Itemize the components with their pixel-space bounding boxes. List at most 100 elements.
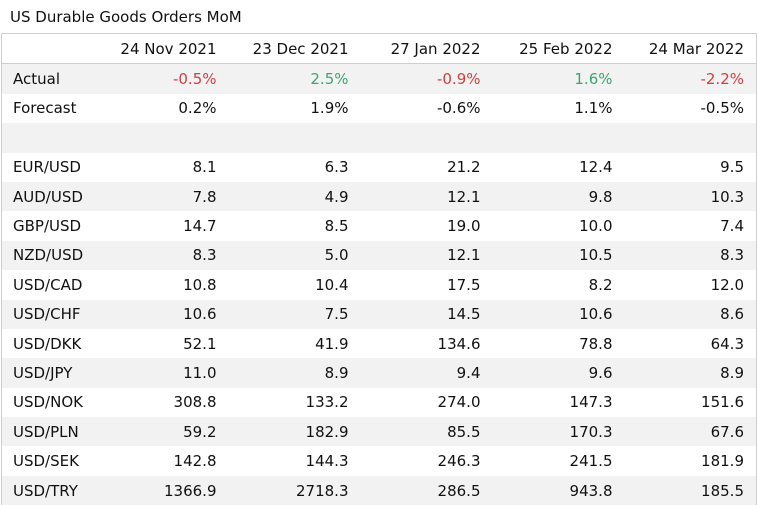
row-label: Actual: [1, 63, 97, 94]
pair-row: USD/JPY 11.0 8.9 9.4 9.6 8.9: [1, 358, 757, 388]
header-date: 24 Mar 2022: [624, 32, 757, 65]
pair-value: 274.0: [437, 393, 481, 412]
pair-row: USD/PLN 59.2 182.9 85.5 170.3 67.6: [1, 417, 757, 447]
pair-value: 6.3: [324, 158, 349, 177]
forecast-value: -0.5%: [700, 99, 744, 118]
spacer-cell: [624, 123, 757, 153]
pair-value: 308.8: [173, 393, 217, 412]
pair-value: 142.8: [173, 452, 217, 471]
pair-value: 133.2: [305, 393, 349, 412]
pair-value: 12.4: [579, 158, 613, 177]
pair-label: USD/CAD: [13, 275, 83, 294]
pair-value: 241.5: [569, 452, 613, 471]
table-title: US Durable Goods Orders MoM: [10, 8, 242, 26]
pair-value: 11.0: [96, 358, 229, 388]
pair-value: 10.8: [183, 275, 217, 294]
pair-label: USD/TRY: [1, 475, 97, 505]
pair-value: 12.1: [360, 240, 493, 271]
pair-value: 10.4: [315, 275, 349, 294]
pair-row: AUD/USD 7.8 4.9 12.1 9.8 10.3: [1, 181, 757, 212]
pair-row: USD/CAD 10.8 10.4 17.5 8.2 12.0: [2, 270, 757, 299]
forecast-value: 1.9%: [310, 99, 349, 118]
header-date: 27 Jan 2022: [360, 32, 493, 65]
pair-value: 5.0: [228, 240, 361, 271]
pair-row: USD/NOK 308.8 133.2 274.0 147.3 151.6: [2, 388, 757, 417]
pair-value: 8.3: [624, 240, 757, 271]
pair-label: USD/CHF: [1, 299, 97, 329]
pair-label: AUD/USD: [1, 181, 97, 212]
spacer-cell: [228, 123, 361, 153]
header-date: 25 Feb 2022: [492, 32, 625, 65]
spacer-cell: [492, 123, 625, 153]
pair-value: 10.3: [624, 181, 757, 212]
pair-row: NZD/USD 8.3 5.0 12.1 10.5 8.3: [1, 240, 757, 271]
pair-row: USD/DKK 52.1 41.9 134.6 78.8 64.3: [2, 329, 757, 358]
pair-row: EUR/USD 8.1 6.3 21.2 12.4 9.5: [2, 153, 757, 182]
pair-value: 8.9: [228, 358, 361, 388]
pair-label: USD/DKK: [13, 334, 82, 353]
pair-value: 9.5: [720, 158, 744, 177]
pair-row: USD/TRY 1366.9 2718.3 286.5 943.8 185.5: [1, 475, 757, 505]
pair-value: 52.1: [183, 334, 217, 353]
pair-value: 10.0: [579, 217, 613, 236]
pair-value: 7.5: [228, 299, 361, 329]
pair-value: 151.6: [701, 393, 744, 412]
pair-label: USD/SEK: [13, 452, 79, 471]
header-corner: [1, 32, 97, 65]
actual-value: -2.2%: [624, 63, 757, 94]
spacer-cell: [360, 123, 493, 153]
pair-value: 10.6: [96, 299, 229, 329]
header-row: 24 Nov 2021 23 Dec 2021 27 Jan 2022 25 F…: [1, 32, 757, 65]
header-date: 23 Dec 2021: [228, 32, 361, 65]
pair-value: 8.6: [624, 299, 757, 329]
pair-value: 21.2: [447, 158, 481, 177]
pair-value: 59.2: [96, 417, 229, 447]
pair-value: 12.0: [710, 275, 744, 294]
pair-value: 9.8: [492, 181, 625, 212]
pair-label: USD/NOK: [13, 393, 83, 412]
forecast-row: Forecast 0.2% 1.9% -0.6% 1.1% -0.5%: [2, 94, 757, 123]
pair-value: 8.3: [96, 240, 229, 271]
pair-value: 9.6: [492, 358, 625, 388]
pair-value: 4.9: [228, 181, 361, 212]
pair-value: 14.5: [360, 299, 493, 329]
actual-row: Actual -0.5% 2.5% -0.9% 1.6% -2.2%: [1, 63, 757, 94]
pair-value: 10.6: [492, 299, 625, 329]
forecast-value: 1.1%: [574, 99, 613, 118]
spacer-cell: [96, 123, 229, 153]
pair-value: 144.3: [305, 452, 349, 471]
pair-row: USD/CHF 10.6 7.5 14.5 10.6 8.6: [1, 299, 757, 329]
pair-value: 2718.3: [228, 475, 361, 505]
actual-value: -0.9%: [360, 63, 493, 94]
pair-value: 85.5: [360, 417, 493, 447]
pair-value: 246.3: [437, 452, 481, 471]
pair-value: 8.5: [324, 217, 349, 236]
pair-value: 134.6: [437, 334, 481, 353]
pair-value: 8.2: [588, 275, 613, 294]
data-table: 24 Nov 2021 23 Dec 2021 27 Jan 2022 25 F…: [1, 32, 757, 505]
pair-label: USD/PLN: [1, 417, 97, 447]
pair-value: 185.5: [624, 475, 757, 505]
pair-value: 14.7: [183, 217, 217, 236]
pair-label: USD/JPY: [1, 358, 97, 388]
pair-value: 78.8: [579, 334, 613, 353]
pair-value: 17.5: [447, 275, 481, 294]
pair-row: GBP/USD 14.7 8.5 19.0 10.0 7.4: [2, 211, 757, 240]
spacer-cell: [1, 123, 97, 153]
pair-value: 64.3: [710, 334, 744, 353]
actual-value: 1.6%: [492, 63, 625, 94]
pair-label: EUR/USD: [13, 158, 81, 177]
actual-value: -0.5%: [96, 63, 229, 94]
spacer-row: [1, 123, 757, 153]
pair-value: 67.6: [624, 417, 757, 447]
header-date: 24 Nov 2021: [96, 32, 229, 65]
pair-value: 943.8: [492, 475, 625, 505]
pair-value: 10.5: [492, 240, 625, 271]
pair-value: 8.9: [624, 358, 757, 388]
pair-value: 41.9: [315, 334, 349, 353]
pair-label: GBP/USD: [13, 217, 82, 236]
pair-value: 182.9: [228, 417, 361, 447]
actual-value: 2.5%: [228, 63, 361, 94]
forecast-value: 0.2%: [178, 99, 217, 118]
pair-value: 8.1: [192, 158, 217, 177]
